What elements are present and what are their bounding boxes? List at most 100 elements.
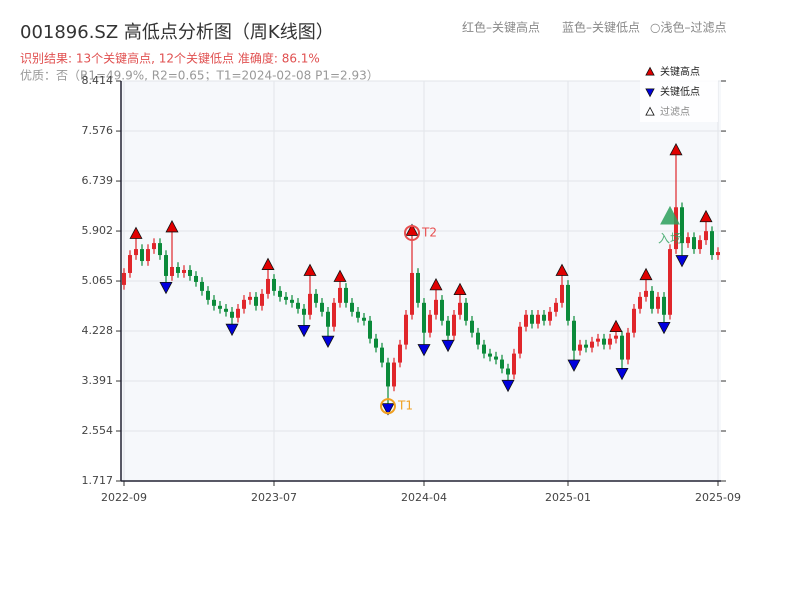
candle-body bbox=[392, 362, 396, 387]
key-point-marker bbox=[165, 220, 179, 233]
candle-body bbox=[692, 237, 696, 250]
candle-body bbox=[614, 335, 618, 339]
candle-body bbox=[194, 275, 198, 282]
key-point-marker bbox=[381, 403, 395, 416]
candle-body bbox=[278, 290, 282, 297]
key-point-marker bbox=[669, 142, 683, 156]
candle-body bbox=[716, 252, 720, 256]
key-point-marker bbox=[567, 359, 581, 372]
candle-body bbox=[332, 302, 336, 327]
candle-body bbox=[140, 249, 144, 262]
candle-body bbox=[284, 296, 288, 300]
legend-marker bbox=[645, 66, 655, 76]
candle-body bbox=[662, 296, 666, 315]
legend-box bbox=[640, 62, 718, 122]
candle-body bbox=[434, 299, 438, 315]
candle-body bbox=[458, 302, 462, 315]
candle-body bbox=[494, 356, 498, 360]
candle-body bbox=[146, 249, 150, 262]
legend-marker bbox=[645, 106, 655, 116]
entry-marker bbox=[660, 205, 680, 225]
candle-body bbox=[302, 308, 306, 315]
key-point-marker bbox=[321, 335, 335, 349]
candle-body bbox=[506, 368, 510, 375]
candle-body bbox=[272, 278, 276, 291]
annotation-label: 入场 bbox=[658, 231, 682, 245]
candle-body bbox=[260, 293, 264, 306]
candle-body bbox=[398, 344, 402, 363]
key-point-marker bbox=[303, 263, 317, 276]
y-tick-label: 4.228 bbox=[82, 324, 114, 337]
candle-body bbox=[254, 296, 258, 306]
candle-body bbox=[266, 278, 270, 294]
candle-body bbox=[548, 311, 552, 321]
key-point-marker bbox=[501, 379, 515, 393]
chart-title: 001896.SZ 高低点分析图（周K线图） bbox=[20, 22, 334, 43]
key-point-marker bbox=[657, 321, 671, 335]
candle-body bbox=[368, 320, 372, 339]
key-point-marker bbox=[639, 267, 653, 281]
candle-body bbox=[314, 293, 318, 303]
candle-body bbox=[230, 311, 234, 318]
subtitle-2: 优质：否（R1=49.9%, R2=0.65；T1=2024-02-08 P1=… bbox=[20, 69, 379, 83]
candle-body bbox=[182, 269, 186, 273]
candle-body bbox=[404, 314, 408, 345]
candle-body bbox=[290, 299, 294, 303]
candle-body bbox=[626, 332, 630, 360]
candle-body bbox=[200, 281, 204, 291]
legend-marker bbox=[645, 88, 655, 98]
candle-body bbox=[440, 299, 444, 321]
candle-body bbox=[296, 302, 300, 309]
y-tick-label: 5.902 bbox=[82, 224, 114, 237]
candle-body bbox=[428, 314, 432, 333]
candle-body bbox=[134, 249, 138, 256]
candle-body bbox=[608, 338, 612, 345]
candle-body bbox=[584, 344, 588, 348]
candle-body bbox=[446, 320, 450, 336]
key-point-marker bbox=[297, 324, 311, 338]
y-tick-label: 5.065 bbox=[82, 274, 114, 287]
key-point-marker bbox=[609, 319, 623, 333]
candle-body bbox=[578, 344, 582, 351]
candle-body bbox=[554, 302, 558, 312]
key-point-marker bbox=[333, 269, 347, 282]
x-tick-label: 2024-04 bbox=[401, 491, 447, 504]
candle-body bbox=[524, 314, 528, 327]
candle-body bbox=[416, 272, 420, 303]
candle-body bbox=[224, 308, 228, 312]
candle-body bbox=[218, 305, 222, 309]
candle-body bbox=[680, 207, 684, 244]
legend-label: 关键低点 bbox=[660, 85, 700, 98]
candle-body bbox=[596, 338, 600, 342]
key-point-marker bbox=[225, 323, 239, 337]
candle-body bbox=[656, 296, 660, 309]
candle-body bbox=[530, 314, 534, 324]
annotation-label: T2 bbox=[421, 225, 437, 239]
key-point-marker bbox=[699, 209, 713, 223]
candle-body bbox=[422, 302, 426, 333]
legend-label: 过滤点 bbox=[660, 105, 690, 118]
candle-body bbox=[632, 308, 636, 333]
candle-body bbox=[620, 335, 624, 360]
candle-body bbox=[536, 314, 540, 324]
annotation-circle bbox=[404, 224, 420, 241]
candle-body bbox=[698, 240, 702, 250]
candle-body bbox=[362, 317, 366, 321]
y-tick-label: 1.717 bbox=[82, 474, 114, 487]
candle-body bbox=[452, 314, 456, 336]
candle-body bbox=[206, 290, 210, 300]
x-tick-label: 2023-07 bbox=[251, 491, 297, 504]
candle-body bbox=[308, 293, 312, 315]
candle-body bbox=[122, 272, 126, 285]
key-point-marker bbox=[429, 277, 443, 291]
candle-body bbox=[572, 320, 576, 351]
candle-body bbox=[464, 302, 468, 321]
candle-body bbox=[338, 287, 342, 303]
legend-label: 关键高点 bbox=[660, 65, 700, 78]
annotation-circle bbox=[380, 398, 396, 415]
candle-body bbox=[638, 296, 642, 309]
candle-body bbox=[374, 338, 378, 348]
y-tick-label: 6.739 bbox=[82, 174, 114, 187]
